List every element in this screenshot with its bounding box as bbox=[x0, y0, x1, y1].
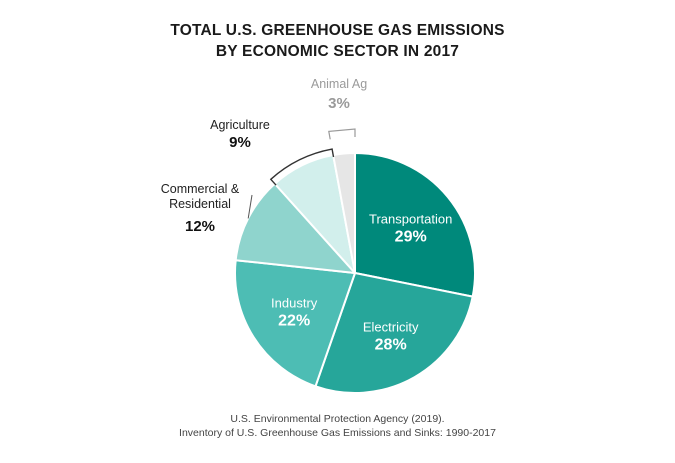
label-industry: Industry bbox=[271, 296, 318, 311]
bracket-animal-ag bbox=[328, 128, 356, 140]
chart-title: TOTAL U.S. GREENHOUSE GAS EMISSIONS BY E… bbox=[0, 20, 675, 62]
source-note: U.S. Environmental Protection Agency (20… bbox=[0, 412, 675, 440]
value-agriculture: 9% bbox=[229, 134, 251, 151]
callout-brackets bbox=[247, 128, 356, 219]
slice-transportation bbox=[354, 152, 476, 298]
source-line-1: U.S. Environmental Protection Agency (20… bbox=[230, 413, 445, 425]
label-agriculture: Agriculture bbox=[210, 118, 270, 132]
bracket-agriculture bbox=[269, 148, 335, 186]
slice-electricity bbox=[314, 272, 474, 394]
value-electricity: 28% bbox=[375, 337, 407, 354]
value-animal-ag: 3% bbox=[328, 95, 350, 112]
value-commercial-residential: 12% bbox=[185, 218, 215, 235]
label-electricity: Electricity bbox=[363, 320, 419, 335]
pie-labels: Transportation 29% Electricity 28% Industry 2… bbox=[161, 77, 453, 354]
chart-title-line-2: BY ECONOMIC SECTOR IN 2017 bbox=[215, 43, 460, 60]
slice-industry bbox=[234, 259, 356, 388]
label-commercial-residential-line-1: Commercial & bbox=[161, 182, 240, 196]
label-animal-ag: Animal Ag bbox=[311, 77, 367, 91]
pie-slices bbox=[234, 151, 476, 394]
chart-title-line-1: TOTAL U.S. GREENHOUSE GAS EMISSIONS bbox=[170, 22, 505, 39]
source-line-2: Inventory of U.S. Greenhouse Gas Emissio… bbox=[179, 427, 496, 439]
label-transportation: Transportation bbox=[369, 211, 452, 226]
leader-line-commercial-residential bbox=[247, 194, 253, 219]
label-commercial-residential-line-2: Residential bbox=[169, 197, 231, 211]
value-industry: 22% bbox=[278, 313, 310, 330]
value-transportation: 29% bbox=[395, 228, 427, 245]
